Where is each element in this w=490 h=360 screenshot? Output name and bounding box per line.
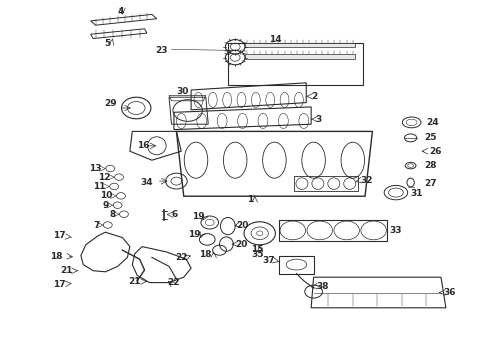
Text: 31: 31 <box>411 189 423 198</box>
Text: 15: 15 <box>251 245 264 254</box>
Text: 6: 6 <box>172 210 178 219</box>
Bar <box>279 220 387 241</box>
Text: 34: 34 <box>140 179 153 188</box>
Text: 29: 29 <box>104 99 117 108</box>
Bar <box>228 43 363 85</box>
Text: 36: 36 <box>443 288 456 297</box>
Text: 35: 35 <box>251 251 264 260</box>
Text: 33: 33 <box>390 226 402 235</box>
Text: 37: 37 <box>263 256 275 265</box>
Text: 8: 8 <box>109 210 116 219</box>
Text: 9: 9 <box>103 201 109 210</box>
Text: 2: 2 <box>311 92 318 101</box>
Text: 16: 16 <box>137 141 150 150</box>
Text: 19: 19 <box>188 230 201 239</box>
Text: 21: 21 <box>60 266 73 275</box>
Text: 17: 17 <box>52 231 65 240</box>
Text: 18: 18 <box>50 252 63 261</box>
Text: 14: 14 <box>269 35 281 44</box>
Text: 26: 26 <box>429 147 441 156</box>
Text: 17: 17 <box>52 280 65 289</box>
Text: 20: 20 <box>237 221 249 230</box>
Text: 23: 23 <box>155 46 168 55</box>
Text: 20: 20 <box>235 240 247 248</box>
Text: 4: 4 <box>118 8 124 17</box>
Text: 11: 11 <box>93 182 106 191</box>
Text: 22: 22 <box>168 278 180 287</box>
Bar <box>245 43 355 47</box>
Text: 10: 10 <box>100 192 113 200</box>
Bar <box>294 176 358 191</box>
Text: 27: 27 <box>424 179 437 188</box>
Text: 25: 25 <box>424 134 437 143</box>
Text: 38: 38 <box>316 282 329 291</box>
Bar <box>245 54 355 59</box>
Text: 1: 1 <box>247 195 253 204</box>
Text: 18: 18 <box>199 250 212 259</box>
Text: 24: 24 <box>426 118 439 127</box>
Text: 21: 21 <box>128 277 141 286</box>
Text: 12: 12 <box>98 173 111 182</box>
Text: 5: 5 <box>105 39 111 48</box>
Text: 13: 13 <box>89 164 102 173</box>
Text: 22: 22 <box>175 253 188 261</box>
Text: 32: 32 <box>360 176 373 185</box>
Text: 19: 19 <box>192 212 205 220</box>
Text: 30: 30 <box>176 87 189 96</box>
Text: 7: 7 <box>93 220 99 230</box>
Text: 28: 28 <box>424 161 437 170</box>
Text: 3: 3 <box>315 114 321 124</box>
